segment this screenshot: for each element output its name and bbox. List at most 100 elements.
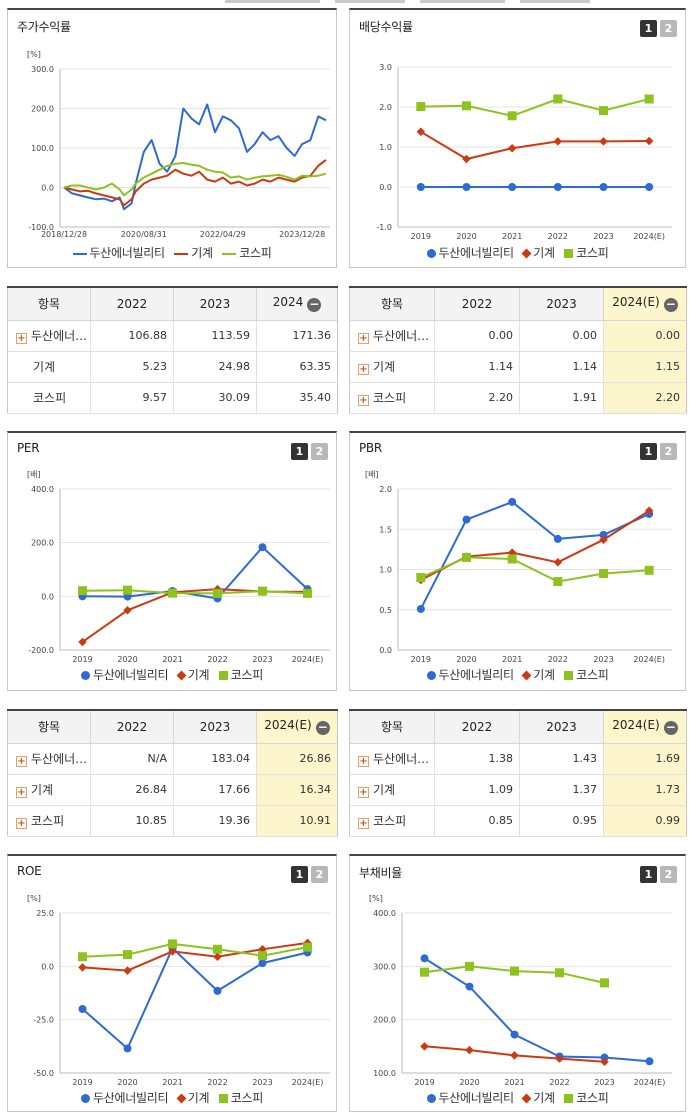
- row-name[interactable]: + 코스피: [349, 381, 435, 414]
- collapse-icon[interactable]: −: [663, 720, 678, 736]
- cell-value: 2.20: [603, 381, 687, 414]
- point-kospi: [213, 588, 222, 598]
- expand-icon[interactable]: +: [16, 756, 27, 767]
- dividend-yield-chart: -1.0 0.0 1.0 2.0 3.0 2019 2020 2021 2022 2023 2024…: [376, 63, 672, 241]
- view-1-button[interactable]: 1: [291, 866, 308, 883]
- chart-legend: 두산에너빌리티 기계 코스피: [350, 666, 685, 683]
- view-1-button[interactable]: 1: [291, 443, 308, 460]
- y-tick-label: 200.0: [31, 539, 54, 548]
- series-line-machinery: [420, 130, 650, 161]
- expand-icon[interactable]: +: [358, 787, 369, 798]
- view-1-button[interactable]: 1: [640, 866, 657, 883]
- collapse-icon[interactable]: −: [315, 720, 330, 736]
- row-name[interactable]: + 두산에너…: [7, 742, 91, 775]
- cell-value: 0.00: [434, 319, 520, 352]
- y-tick-label: 0.0: [41, 962, 54, 971]
- y-tick-label: 1.0: [379, 566, 392, 575]
- point-kospi: [303, 588, 312, 598]
- point-kospi: [168, 939, 177, 949]
- row-name[interactable]: + 기계: [349, 350, 435, 383]
- cell-value: 10.85: [90, 804, 174, 837]
- view-2-button[interactable]: 2: [311, 866, 328, 883]
- cell-value: 0.00: [603, 319, 687, 352]
- series-line-doosan: [423, 957, 650, 1063]
- collapse-icon[interactable]: −: [307, 297, 322, 313]
- view-2-button[interactable]: 2: [660, 866, 677, 883]
- point-kospi: [553, 577, 563, 587]
- legend-machinery: 기계: [521, 1089, 555, 1106]
- point-kospi: [303, 942, 312, 952]
- per-chart: [배] -200.0 0.0 200.0 400.0 2019 2020 2021 2022 20…: [27, 470, 330, 664]
- x-tick-label: 2020: [456, 655, 476, 664]
- point-kospi: [258, 586, 267, 596]
- x-tick-label: 2023: [252, 1078, 272, 1087]
- point-machinery: [600, 1057, 609, 1067]
- expand-icon[interactable]: +: [16, 818, 27, 829]
- expand-icon[interactable]: +: [16, 333, 27, 344]
- row-name[interactable]: + 코스피: [349, 804, 435, 837]
- view-2-button[interactable]: 2: [660, 20, 677, 37]
- cell-value: 1.73: [603, 773, 687, 806]
- x-tick-label: 2023: [594, 1078, 614, 1087]
- y-tick-label: -1.0: [376, 223, 392, 232]
- row-name[interactable]: + 두산에너…: [7, 319, 91, 352]
- unit-label: [%]: [27, 894, 41, 903]
- cell-value: 113.59: [173, 319, 257, 352]
- expand-icon[interactable]: +: [16, 787, 27, 798]
- cell-value: 2.20: [434, 381, 520, 414]
- x-tick-label: 2021: [162, 1078, 182, 1087]
- y-tick-label: 300.0: [373, 962, 396, 971]
- row-name: 코스피: [7, 381, 91, 414]
- chart-legend: 두산에너빌리티 기계 코스피: [8, 666, 336, 683]
- legend-machinery: 기계: [521, 244, 555, 261]
- legend-doosan: 두산에너빌리티: [81, 666, 169, 683]
- point-doosan: [508, 497, 517, 506]
- row-name[interactable]: + 코스피: [7, 804, 91, 837]
- cell-value: 0.99: [603, 804, 687, 837]
- point-kospi: [600, 978, 609, 988]
- row-name[interactable]: + 기계: [349, 773, 435, 806]
- dividend-yield-table: 항목 2022 2023 2024(E) − + 두산에너… 0.00 0.00 0.00 + 기계…: [349, 286, 687, 414]
- expand-icon[interactable]: +: [358, 756, 369, 767]
- roe-chart: [%] -50.0 -25.0 0.0 25.0 2019 2020 2021 2022 2023…: [27, 894, 330, 1087]
- view-1-button[interactable]: 1: [640, 443, 657, 460]
- point-kospi: [168, 588, 177, 598]
- stock-return-table: 항목 2022 2023 2024− + 두산에너… 106.88 113.59 171.36…: [7, 286, 338, 414]
- legend-machinery: 기계: [521, 666, 555, 683]
- table-row: + 기계 1.09 1.37 1.73: [349, 773, 687, 806]
- row-name[interactable]: + 기계: [7, 773, 91, 806]
- unit-label: [%]: [27, 50, 41, 59]
- legend-doosan: 두산에너빌리티: [426, 666, 514, 683]
- top-tab-strip: [225, 0, 645, 4]
- cell-value: 10.91: [256, 804, 338, 837]
- point-kospi: [78, 952, 87, 962]
- collapse-icon[interactable]: −: [663, 297, 678, 313]
- y-tick-label: 0.0: [41, 592, 54, 601]
- point-doosan: [510, 1030, 519, 1039]
- expand-icon[interactable]: +: [358, 818, 369, 829]
- row-name[interactable]: + 두산에너…: [349, 742, 435, 775]
- series-line-doosan: [82, 545, 309, 600]
- point-doosan: [420, 954, 429, 963]
- x-tick-label: 2022: [549, 1078, 569, 1087]
- y-tick-label: 200.0: [31, 105, 54, 114]
- x-tick-label: 2022/04/29: [200, 230, 246, 239]
- y-tick-label: 200.0: [373, 1016, 396, 1025]
- view-1-button[interactable]: 1: [640, 20, 657, 37]
- view-2-button[interactable]: 2: [311, 443, 328, 460]
- expand-icon[interactable]: +: [358, 333, 369, 344]
- expand-icon[interactable]: +: [358, 364, 369, 375]
- cell-value: 0.85: [434, 804, 520, 837]
- point-doosan: [462, 183, 471, 191]
- cell-value: 26.86: [256, 742, 338, 775]
- point-machinery: [420, 1042, 429, 1051]
- legend-doosan: 두산에너빌리티: [81, 1089, 169, 1106]
- row-name[interactable]: + 두산에너…: [349, 319, 435, 352]
- point-machinery: [462, 154, 471, 164]
- view-2-button[interactable]: 2: [660, 443, 677, 460]
- point-kospi: [465, 961, 474, 971]
- legend-machinery: 기계: [176, 1089, 210, 1106]
- expand-icon[interactable]: +: [358, 395, 369, 406]
